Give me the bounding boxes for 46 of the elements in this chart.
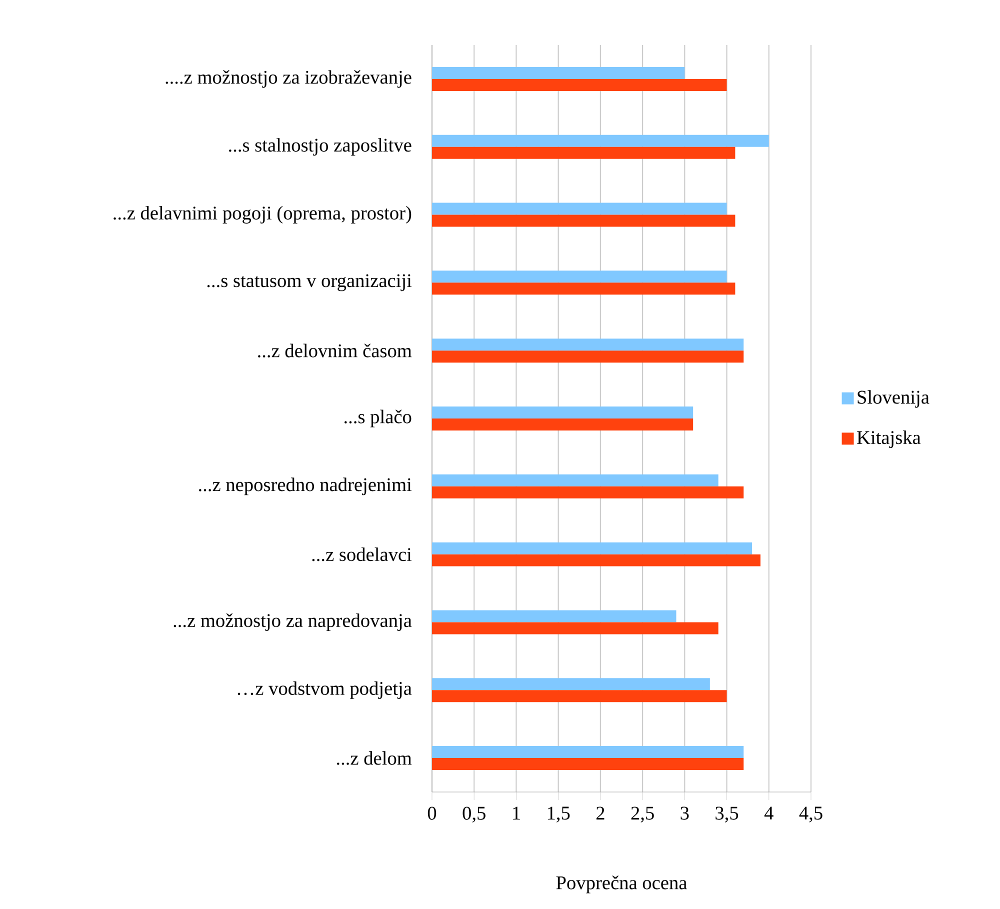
x-tick-label: 0 xyxy=(428,806,436,820)
x-tick-label: 1,5 xyxy=(548,806,570,822)
bar xyxy=(432,622,718,634)
bar xyxy=(432,406,694,418)
x-tick-label: 3,5 xyxy=(716,806,738,822)
y-tick-label: ...z neposredno nadrejenimi xyxy=(199,478,412,496)
y-tick-label: ...z delom xyxy=(336,751,412,765)
x-tick-label: 0,5 xyxy=(462,806,486,823)
bar xyxy=(432,270,727,283)
x-tick-label: 1 xyxy=(513,806,520,820)
y-tick-label: ...s stalnostjo zaposlitve xyxy=(229,138,412,156)
bar xyxy=(432,542,752,554)
x-axis-title: Povprečna ocena xyxy=(556,876,687,894)
bar xyxy=(432,78,727,91)
x-tick-label: 4,5 xyxy=(799,806,822,822)
y-tick-label: ...z delavnimi pogoji (oprema, prostor) xyxy=(114,206,412,224)
bar xyxy=(432,146,736,159)
x-tick-label: 2,5 xyxy=(631,806,654,822)
bar xyxy=(432,610,676,622)
bar xyxy=(432,554,760,566)
y-tick-label: ...z delovnim časom xyxy=(258,344,412,358)
x-tick-label: 3 xyxy=(680,806,689,820)
bar xyxy=(432,758,744,770)
legend-label: Kitajska xyxy=(857,430,921,448)
bar xyxy=(432,282,736,295)
y-tick-label: ....z možnostjo za izobraževanje xyxy=(166,70,412,88)
bar xyxy=(432,678,710,690)
bar xyxy=(432,214,736,227)
legend-label: Slovenija xyxy=(858,390,930,408)
bar xyxy=(432,474,718,486)
bar xyxy=(432,338,744,351)
bar xyxy=(432,202,727,215)
bar xyxy=(432,486,744,498)
bar xyxy=(432,690,727,702)
x-tick-label: 2 xyxy=(596,806,604,820)
y-tick-label: ...s plačo xyxy=(344,410,412,428)
bar xyxy=(432,350,744,363)
y-tick-label: …z vodstvom podjetja xyxy=(238,681,412,699)
y-tick-label: ...z možnostjo za napredovanja xyxy=(174,613,412,632)
y-tick-label: ...s statusom v organizaciji xyxy=(207,274,412,292)
bar xyxy=(432,418,694,430)
bar xyxy=(432,66,685,79)
x-tick-label: 4 xyxy=(764,806,774,820)
bar xyxy=(432,746,744,758)
y-tick-label: ...z sodelavci xyxy=(312,547,412,562)
bar xyxy=(432,134,769,147)
